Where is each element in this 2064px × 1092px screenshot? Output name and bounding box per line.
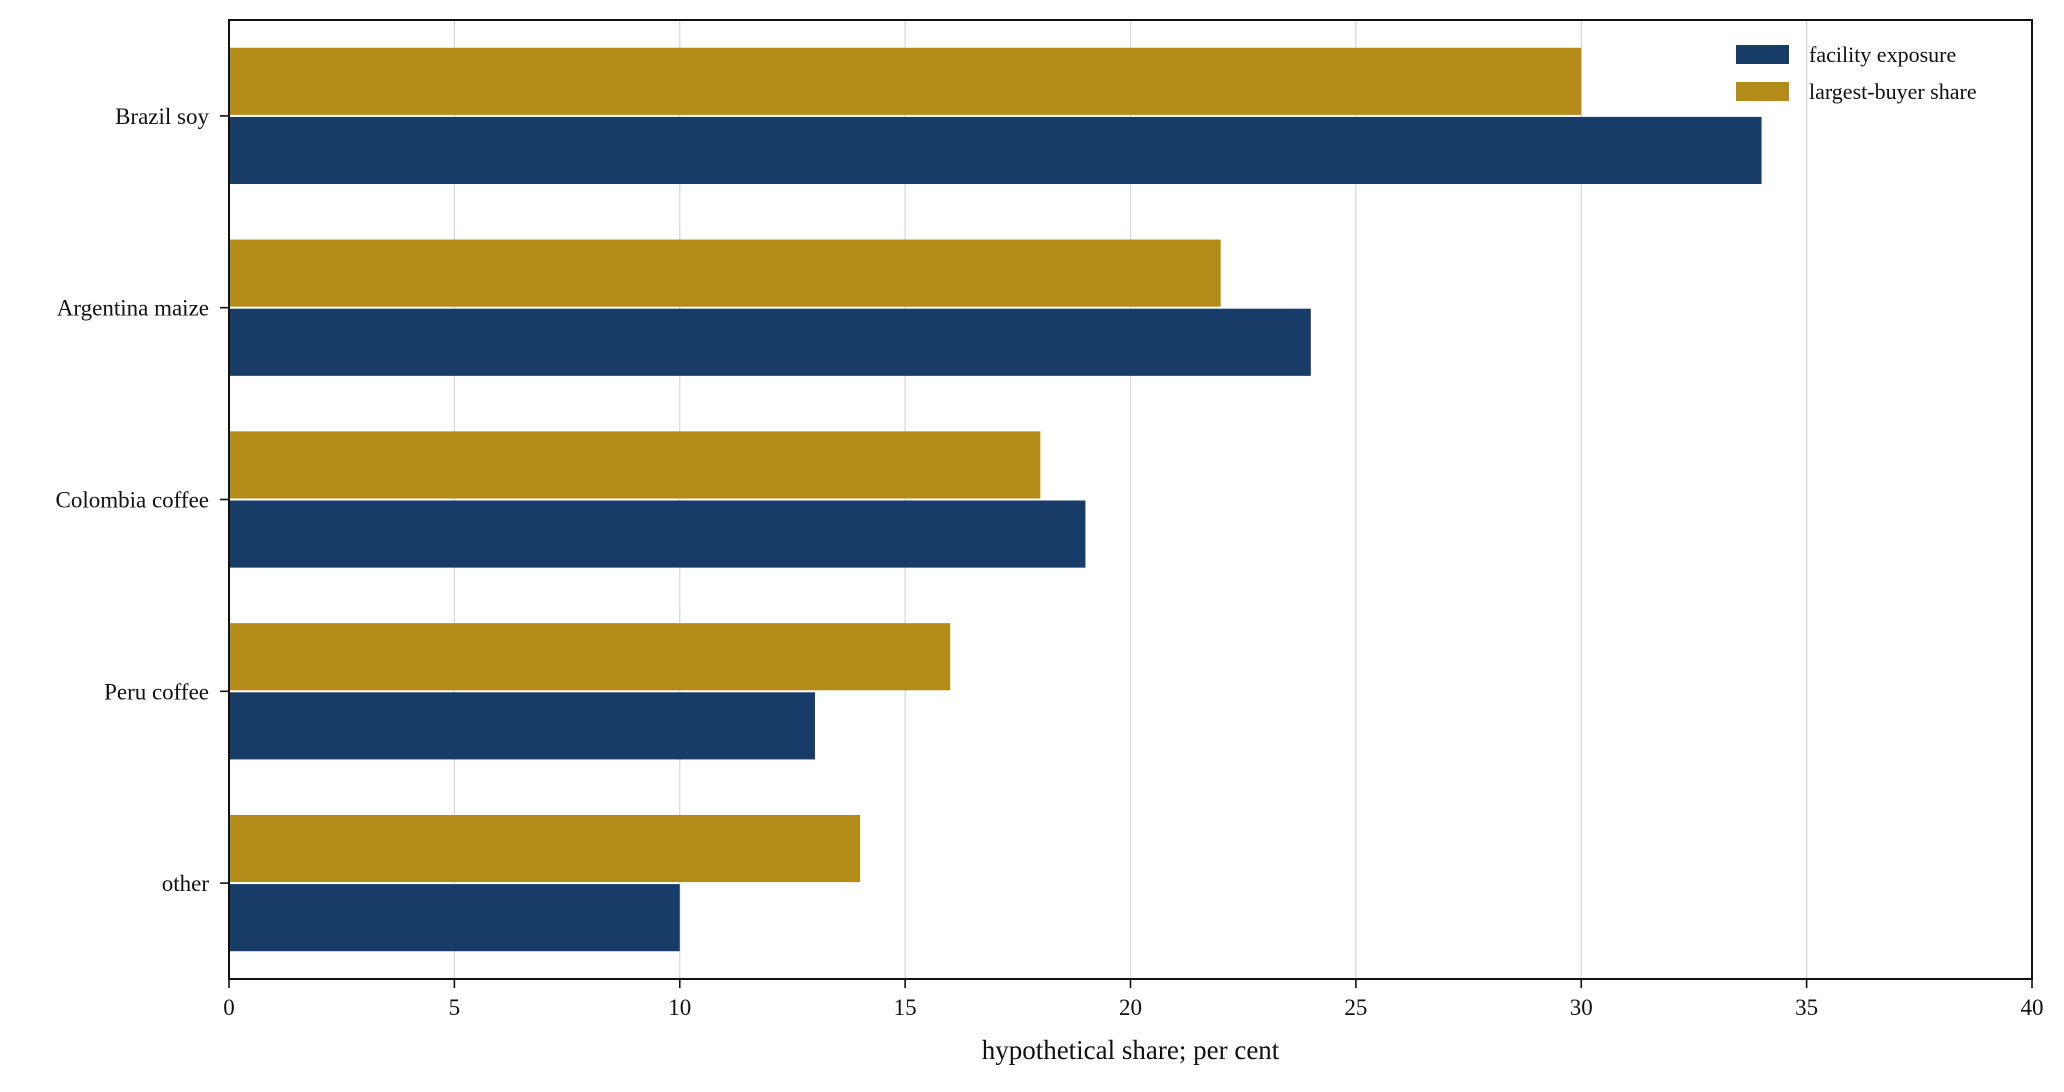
bar-facility-exposure-1 <box>229 308 1311 376</box>
x-tick-label-7: 35 <box>1795 995 1818 1020</box>
x-tick-label-0: 0 <box>223 995 235 1020</box>
x-tick-label-3: 15 <box>894 995 917 1020</box>
y-tick-label-3: Peru coffee <box>104 679 209 704</box>
x-axis: 0 5 10 15 20 25 30 35 40 <box>223 979 2044 1020</box>
bar-facility-exposure-0 <box>229 116 1762 185</box>
legend-label-1: largest-buyer share <box>1809 79 1977 104</box>
bar-largest-buyer-share-2 <box>229 431 1041 499</box>
bar-facility-exposure-4 <box>229 884 680 952</box>
y-tick-label-2: Colombia coffee <box>56 488 210 513</box>
y-tick-label-0: Brazil soy <box>115 104 209 129</box>
x-tick-label-8: 40 <box>2021 995 2044 1020</box>
bar-largest-buyer-share-1 <box>229 239 1221 307</box>
legend-swatch-1 <box>1736 82 1789 101</box>
x-tick-label-4: 20 <box>1119 995 1142 1020</box>
x-tick-label-6: 30 <box>1570 995 1593 1020</box>
legend: facility exposure largest-buyer share <box>1736 42 1977 104</box>
bar-largest-buyer-share-3 <box>229 623 951 691</box>
bar-largest-buyer-share-4 <box>229 814 861 883</box>
y-tick-label-4: other <box>162 871 210 896</box>
x-tick-label-2: 10 <box>668 995 691 1020</box>
bar-largest-buyer-share-0 <box>229 47 1582 115</box>
bar-facility-exposure-2 <box>229 500 1086 568</box>
y-axis: Brazil soy Argentina maize Colombia coffee… <box>56 104 229 896</box>
x-tick-label-1: 5 <box>449 995 461 1020</box>
legend-label-0: facility exposure <box>1809 42 1956 67</box>
legend-swatch-0 <box>1736 45 1789 64</box>
bar-facility-exposure-3 <box>229 692 815 760</box>
bars <box>229 47 1762 952</box>
x-tick-label-5: 25 <box>1344 995 1367 1020</box>
y-tick-label-1: Argentina maize <box>57 296 209 321</box>
x-axis-label: hypothetical share; per cent <box>982 1035 1280 1065</box>
